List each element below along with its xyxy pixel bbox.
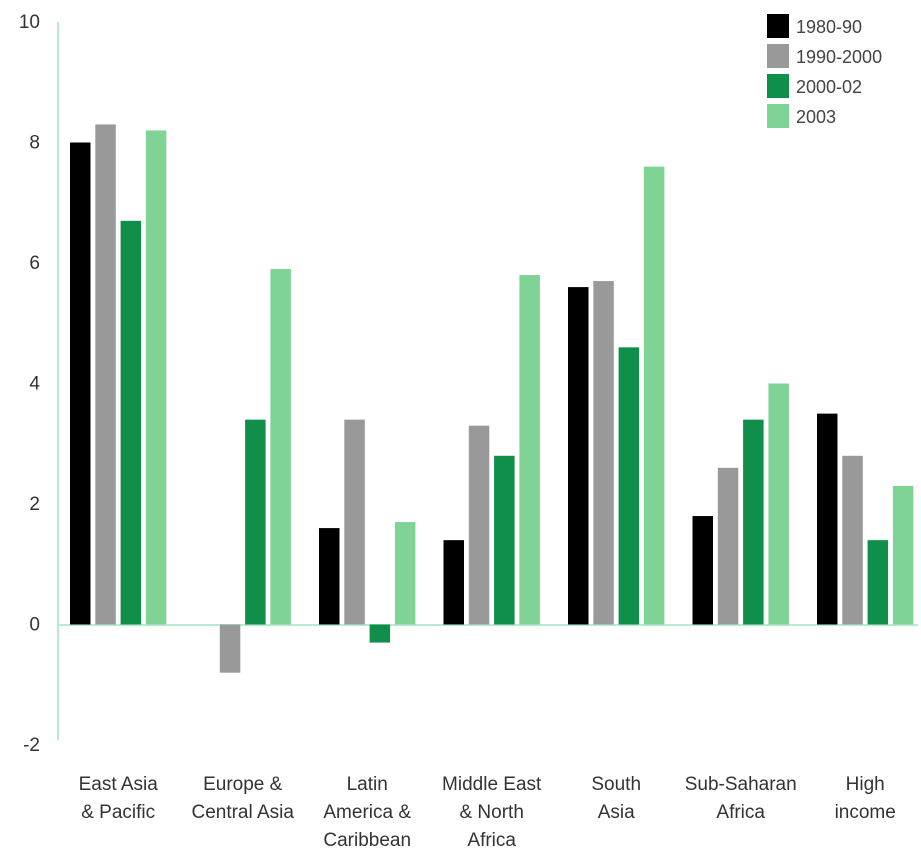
legend-label: 1990-2000 [796, 47, 882, 67]
category-label: & North [459, 802, 523, 823]
bar-2003-5 [768, 383, 789, 625]
bar-2003-1 [270, 269, 291, 625]
y-tick-label: -2 [23, 735, 40, 756]
bar-2003-2 [394, 522, 416, 625]
bar-1980-90-6 [817, 413, 838, 625]
legend-swatch [767, 44, 789, 68]
category-label: Caribbean [323, 830, 411, 851]
y-tick-label: 8 [29, 133, 40, 154]
category-label: Europe & [203, 774, 283, 795]
bar-1980-90-5 [692, 516, 713, 625]
category-label: Middle East [442, 774, 542, 795]
category-label: Latin [347, 774, 388, 795]
legend-swatch [767, 14, 789, 38]
category-label: East Asia [79, 774, 159, 795]
bar-2000-02-4 [618, 347, 640, 625]
bar-2000-02-0 [120, 220, 142, 625]
bar-1990-2000-4 [593, 281, 614, 625]
bar-1990-2000-5 [717, 467, 739, 625]
bar-2003-6 [892, 485, 914, 625]
category-label: income [835, 802, 896, 823]
legend-swatch [767, 104, 789, 128]
legend-label: 2000-02 [796, 77, 862, 97]
bar-2003-0 [145, 130, 167, 625]
category-label: Africa [716, 802, 765, 823]
bar-1980-90-0 [70, 142, 91, 625]
legend: 1980-90 1990-2000 2000-02 2003 [767, 14, 882, 128]
y-tick-label: 10 [19, 12, 40, 33]
category-label: & Pacific [81, 802, 155, 823]
bar-2000-02-1 [245, 419, 266, 625]
category-label: Asia [598, 802, 635, 823]
bar-1990-2000-0 [95, 124, 116, 625]
bar-1980-90-2 [319, 528, 340, 625]
bar-2000-02-6 [867, 540, 889, 625]
category-label: South [591, 774, 641, 795]
category-label: Sub-Saharan [685, 774, 797, 795]
bar-1980-90-3 [443, 540, 464, 625]
bar-1990-2000-1 [219, 624, 241, 673]
category-labels: East Asia & Pacific Europe & Central Asia La… [79, 774, 896, 851]
y-tick-label: 2 [29, 494, 40, 515]
bar-1990-2000-6 [842, 455, 863, 625]
bar-2000-02-5 [743, 419, 764, 625]
legend-label: 1980-90 [796, 17, 862, 37]
category-label: America & [323, 802, 411, 823]
category-label: Central Asia [191, 802, 294, 823]
y-tick-label: 0 [29, 615, 40, 636]
y-tick-labels: 10 8 6 4 2 0 -2 [19, 12, 41, 756]
bar-2000-02-2 [369, 624, 391, 643]
category-label: Africa [467, 830, 516, 851]
category-label: High [846, 774, 885, 795]
bar-1990-2000-3 [468, 425, 490, 625]
legend-label: 2003 [796, 107, 836, 127]
bar-2003-4 [643, 166, 665, 625]
bar-1990-2000-2 [344, 419, 365, 625]
bars [70, 124, 914, 673]
y-tick-label: 4 [29, 374, 40, 395]
y-tick-label: 6 [29, 253, 40, 274]
bar-1980-90-4 [568, 287, 589, 625]
bar-2000-02-3 [494, 455, 515, 625]
bar-2003-3 [519, 275, 540, 625]
legend-swatch [767, 74, 789, 98]
